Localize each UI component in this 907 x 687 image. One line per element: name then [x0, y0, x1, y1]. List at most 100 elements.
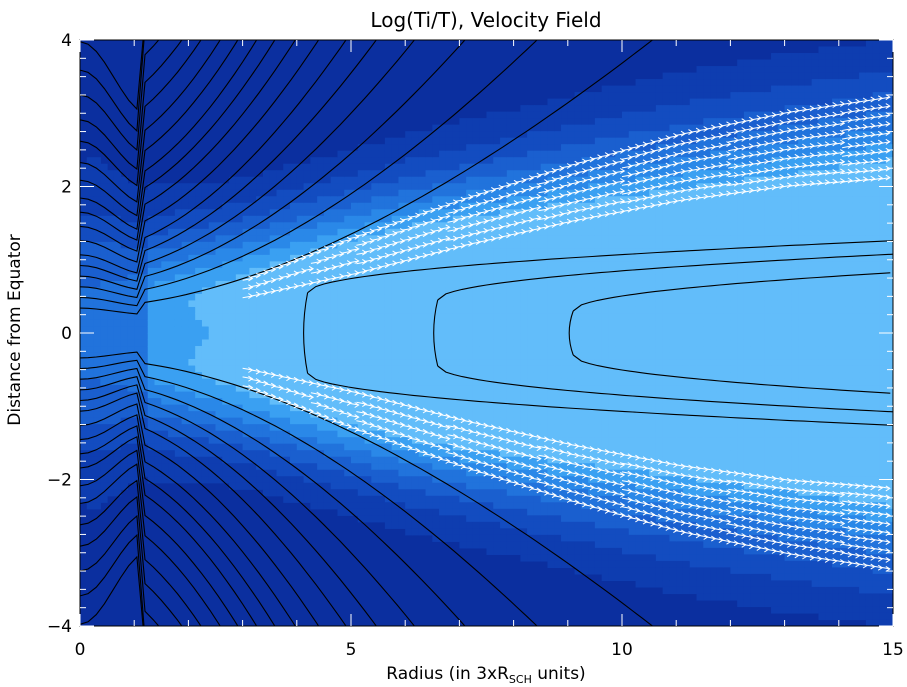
fill-cell	[269, 241, 278, 249]
fill-cell	[411, 319, 420, 328]
fill-cell	[296, 280, 305, 289]
fill-cell	[283, 202, 291, 210]
fill-cell	[208, 261, 217, 269]
fill-cell	[628, 183, 637, 191]
fill-cell	[628, 372, 637, 380]
fill-cell	[500, 248, 508, 256]
fill-cell	[181, 235, 190, 243]
fill-cell	[317, 202, 325, 210]
fill-cell	[283, 411, 291, 419]
fill-cell	[432, 385, 440, 393]
fill-cell	[303, 385, 311, 393]
fill-cell	[479, 437, 488, 445]
fill-cell	[411, 163, 420, 171]
fill-cell	[364, 280, 372, 289]
fill-cell	[547, 417, 555, 425]
fill-cell	[188, 372, 196, 380]
fill-cell	[601, 398, 610, 406]
fill-cell	[506, 189, 515, 197]
fill-cell	[127, 306, 135, 315]
fill-cell	[459, 124, 467, 132]
fill-cell	[290, 404, 298, 412]
fill-cell	[378, 202, 386, 210]
fill-cell	[432, 411, 440, 419]
fill-cell	[86, 372, 95, 380]
fill-cell	[195, 339, 203, 347]
fill-cell	[466, 378, 474, 386]
fill-cell	[154, 339, 162, 347]
fill-cell	[540, 541, 549, 549]
fill-cell	[256, 430, 264, 438]
fill-cell	[418, 157, 427, 165]
fill-cell	[466, 287, 474, 295]
fill-cell	[615, 476, 623, 484]
fill-cell	[80, 333, 88, 341]
fill-cell	[547, 554, 555, 562]
fill-cell	[635, 111, 643, 119]
fill-cell	[235, 248, 244, 256]
fill-cell	[310, 183, 318, 191]
fill-cell	[174, 372, 183, 380]
fill-cell	[506, 430, 515, 438]
fill-cell	[540, 105, 549, 113]
fill-cell	[649, 85, 657, 93]
fill-cell	[540, 248, 549, 256]
fill-cell	[472, 495, 481, 503]
fill-cell	[357, 170, 366, 178]
fill-cell	[344, 150, 352, 158]
fill-cell	[452, 326, 461, 334]
fill-cell	[100, 385, 108, 393]
fill-cell	[581, 567, 589, 575]
fill-cell	[161, 293, 169, 302]
fill-cell	[161, 365, 169, 373]
fill-cell	[107, 417, 115, 425]
fill-cell	[235, 411, 244, 419]
fill-cell	[222, 469, 230, 477]
fill-cell	[86, 456, 95, 464]
fill-cell	[615, 183, 623, 191]
fill-cell	[533, 378, 542, 386]
fill-cell	[161, 254, 169, 262]
fill-cell	[113, 398, 122, 406]
fill-cell	[561, 547, 569, 555]
fill-cell	[561, 189, 569, 197]
fill-cell	[445, 189, 454, 197]
fill-cell	[486, 359, 494, 367]
fill-cell	[174, 235, 183, 243]
fill-cell	[107, 202, 115, 210]
fill-cell	[649, 124, 657, 132]
fill-cell	[432, 235, 440, 243]
fill-cell	[249, 248, 257, 256]
fill-cell	[242, 346, 250, 354]
fill-cell	[330, 157, 339, 165]
fill-cell	[418, 424, 427, 432]
fill-cell	[581, 372, 589, 380]
fill-cell	[113, 189, 122, 197]
fill-cell	[127, 417, 135, 425]
fill-cell	[547, 515, 555, 523]
fill-cell	[486, 528, 494, 536]
fill-cell	[107, 365, 115, 373]
fill-cell	[100, 469, 108, 477]
fill-cell	[486, 313, 494, 321]
fill-cell	[364, 404, 372, 412]
fill-cell	[283, 346, 291, 354]
fill-cell	[161, 404, 169, 412]
fill-cell	[161, 215, 169, 223]
fill-cell	[249, 280, 257, 289]
fill-cell	[588, 541, 596, 549]
fill-cell	[378, 157, 386, 165]
fill-cell	[107, 339, 115, 347]
fill-cell	[80, 196, 88, 204]
fill-cell	[351, 319, 359, 328]
fill-cell	[452, 333, 461, 341]
fill-cell	[567, 111, 576, 119]
fill-cell	[513, 372, 521, 380]
fill-cell	[317, 170, 325, 178]
fill-cell	[561, 209, 569, 217]
fill-cell	[296, 443, 305, 451]
fill-cell	[418, 528, 427, 536]
fill-cell	[235, 430, 244, 438]
fill-cell	[445, 137, 454, 145]
fill-cell	[554, 183, 562, 191]
